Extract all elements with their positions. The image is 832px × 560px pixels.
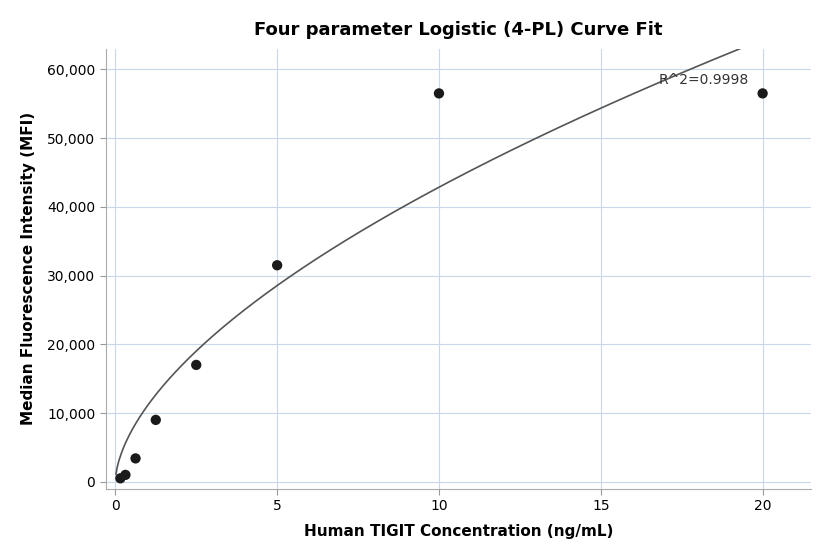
Point	[433, 89, 446, 98]
Title: Four parameter Logistic (4-PL) Curve Fit: Four parameter Logistic (4-PL) Curve Fit	[254, 21, 662, 39]
Point	[129, 454, 142, 463]
Y-axis label: Median Fluorescence Intensity (MFI): Median Fluorescence Intensity (MFI)	[21, 112, 36, 425]
Point	[149, 416, 162, 424]
X-axis label: Human TIGIT Concentration (ng/mL): Human TIGIT Concentration (ng/mL)	[304, 524, 613, 539]
Text: R^2=0.9998: R^2=0.9998	[659, 73, 750, 87]
Point	[119, 470, 132, 479]
Point	[190, 361, 203, 370]
Point	[756, 89, 770, 98]
Point	[270, 261, 284, 270]
Point	[114, 474, 127, 483]
